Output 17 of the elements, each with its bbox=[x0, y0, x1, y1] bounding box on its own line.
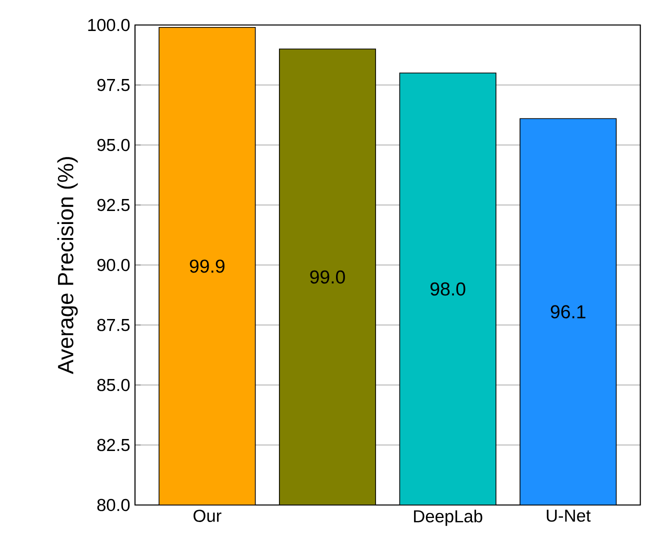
y-tick-label: 90.0 bbox=[97, 258, 130, 272]
data-label: 99.9 bbox=[190, 260, 224, 273]
x-tick-label: Our bbox=[194, 510, 222, 522]
y-tick-label: 100.0 bbox=[88, 18, 130, 32]
data-label: 96.1 bbox=[550, 305, 586, 318]
y-tick-label: 80.0 bbox=[97, 498, 130, 512]
y-tick-label: 95.0 bbox=[97, 138, 130, 152]
data-label: 99.0 bbox=[310, 270, 345, 284]
x-tick-label: DeepLab bbox=[414, 510, 482, 526]
y-tick-label: 97.5 bbox=[97, 78, 130, 92]
data-label: 98.0 bbox=[430, 282, 466, 296]
y-tick-label: 87.5 bbox=[97, 318, 130, 332]
y-axis-title: Average Precision (%) bbox=[57, 157, 78, 374]
y-tick-label: 82.5 bbox=[97, 438, 130, 452]
y-tick-label: 85.0 bbox=[97, 378, 130, 392]
y-tick-label: 92.5 bbox=[97, 198, 130, 212]
x-tick-label: U-Net bbox=[546, 510, 591, 522]
